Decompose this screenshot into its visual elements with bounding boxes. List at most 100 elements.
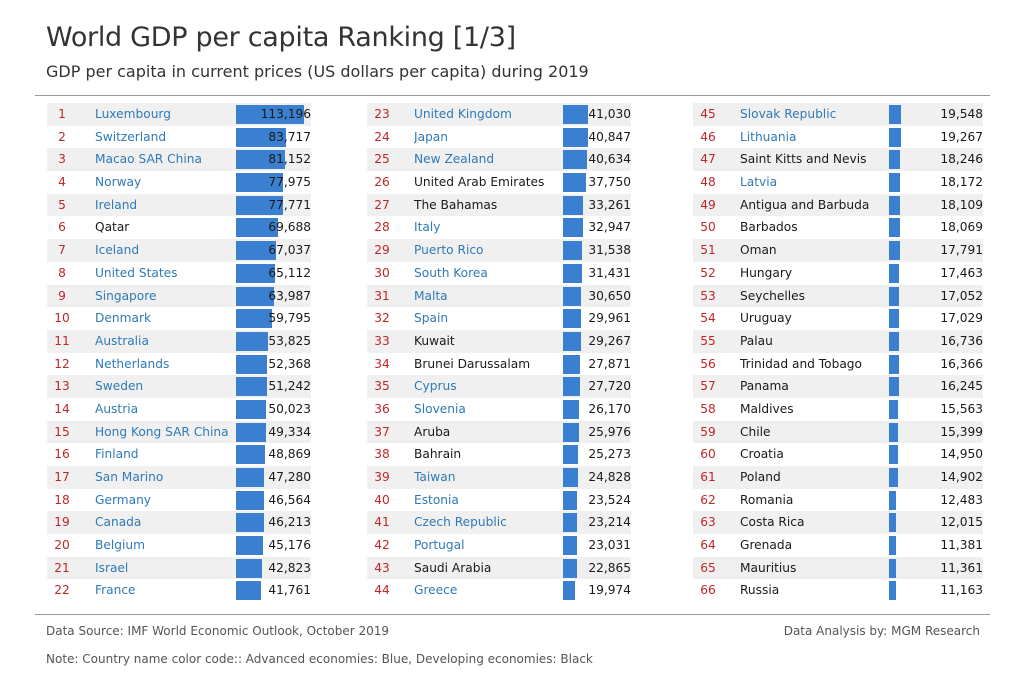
gdp-value-label: 19,548 [940,107,983,121]
gdp-bar [889,195,900,215]
rank-number: 39 [374,470,390,484]
ranking-row: 16 Finland 48,869 [47,443,311,466]
country-name: Puerto Rico [414,243,484,258]
rank-number: 35 [374,379,390,394]
gdp-bar [563,286,581,306]
ranking-row: 57 Panama 16,245 [693,375,983,398]
bottom-divider [35,614,990,615]
gdp-bar [889,558,896,578]
country-name: Croatia [740,447,784,462]
gdp-value-label: 14,950 [940,447,983,462]
rank-number: 23 [374,107,390,121]
ranking-row: 64 Grenada 11,381 [693,534,983,557]
gdp-value-label: 18,172 [940,175,983,190]
ranking-row: 62 Romania 12,483 [693,489,983,512]
gdp-value-label: 23,031 [588,538,631,553]
gdp-value-label: 81,152 [268,152,311,167]
country-name: San Marino [95,470,164,484]
ranking-row: 28 Italy 32,947 [367,216,631,239]
ranking-row: 19 Canada 46,213 [47,511,311,535]
ranking-row: 47 Saint Kitts and Nevis 18,246 [693,148,983,172]
gdp-value-label: 11,381 [940,538,983,553]
ranking-row: 30 South Korea 31,431 [367,262,631,285]
ranking-row: 32 Spain 29,961 [367,307,631,330]
gdp-value-label: 16,245 [940,379,983,394]
rank-number: 10 [54,311,70,326]
rank-number: 2 [58,129,66,144]
rank-number: 22 [54,583,70,598]
country-name: Kuwait [414,333,455,348]
country-name: Finland [95,447,139,462]
country-name: Norway [95,175,142,190]
country-name: United Kingdom [414,107,512,121]
ranking-row: 35 Cyprus 27,720 [367,375,631,398]
chart-subtitle: GDP per capita in current prices (US dol… [46,62,589,81]
country-name: France [95,583,136,598]
gdp-bar [889,331,899,351]
country-name: United States [95,265,178,280]
gdp-value-label: 67,037 [268,243,311,258]
gdp-value-label: 18,109 [940,197,983,212]
gdp-value-label: 25,273 [588,447,631,462]
rank-number: 19 [54,515,70,530]
rank-number: 57 [700,379,716,394]
ranking-row: 37 Aruba 25,976 [367,420,631,444]
ranking-row: 31 Malta 30,650 [367,284,631,308]
ranking-row: 3 Macao SAR China 81,152 [47,148,311,172]
ranking-row: 22 France 41,761 [47,579,311,602]
gdp-value-label: 19,267 [940,129,983,144]
rank-number: 38 [374,447,390,462]
ranking-column-2: 23 United Kingdom 41,030 24 Japan 40,847 25 New… [367,103,631,602]
rank-number: 46 [700,129,716,144]
rank-number: 62 [700,492,716,507]
ranking-row: 6 Qatar 69,688 [47,216,311,239]
country-name: Oman [740,243,777,258]
country-name: Taiwan [414,470,456,484]
gdp-value-label: 40,847 [588,129,631,144]
rank-number: 8 [58,265,66,280]
ranking-row: 63 Costa Rica 12,015 [693,511,983,535]
country-name: Saudi Arabia [414,560,492,575]
country-name: Hong Kong SAR China [95,424,229,439]
ranking-row: 53 Seychelles 17,052 [693,284,983,308]
ranking-row: 61 Poland 14,902 [693,466,983,489]
gdp-bar [889,468,898,487]
ranking-row: 21 Israel 42,823 [47,556,311,580]
ranking-row: 2 Switzerland 83,717 [47,126,311,149]
gdp-value-label: 23,214 [588,515,631,530]
gdp-value-label: 17,791 [940,243,983,258]
gdp-value-label: 113,196 [260,107,311,121]
gdp-bar [563,218,583,238]
gdp-bar [236,218,278,238]
country-name: Antigua and Barbuda [740,197,870,212]
data-analysis-credit: Data Analysis by: MGM Research [783,624,980,638]
ranking-row: 33 Kuwait 29,267 [367,329,631,353]
gdp-bar [236,377,267,397]
rank-number: 54 [700,311,716,326]
gdp-bar [563,331,581,351]
ranking-row: 14 Austria 50,023 [47,398,311,421]
country-name: Mauritius [740,560,797,575]
rank-number: 48 [700,175,716,190]
gdp-value-label: 59,795 [268,311,311,326]
ranking-row: 10 Denmark 59,795 [47,307,311,330]
gdp-bar [236,150,285,170]
gdp-value-label: 83,717 [268,129,311,144]
rank-number: 5 [58,197,66,212]
ranking-row: 54 Uruguay 17,029 [693,307,983,330]
gdp-bar [563,468,578,487]
gdp-bar [563,195,583,215]
rank-number: 4 [58,175,66,190]
gdp-value-label: 15,563 [940,401,983,416]
gdp-value-label: 77,975 [268,175,311,190]
gdp-value-label: 18,069 [940,220,983,235]
country-name: Barbados [740,220,798,235]
gdp-bar [889,173,900,193]
ranking-row: 4 Norway 77,975 [47,171,311,194]
ranking-column-1: 1 Luxembourg 113,196 2 Switzerland 83,717 3 Mac… [47,103,311,602]
rank-number: 3 [58,152,66,167]
gdp-value-label: 49,334 [268,424,311,439]
rank-number: 58 [700,401,716,416]
gdp-bar [889,581,896,601]
country-name: Panama [740,379,789,394]
